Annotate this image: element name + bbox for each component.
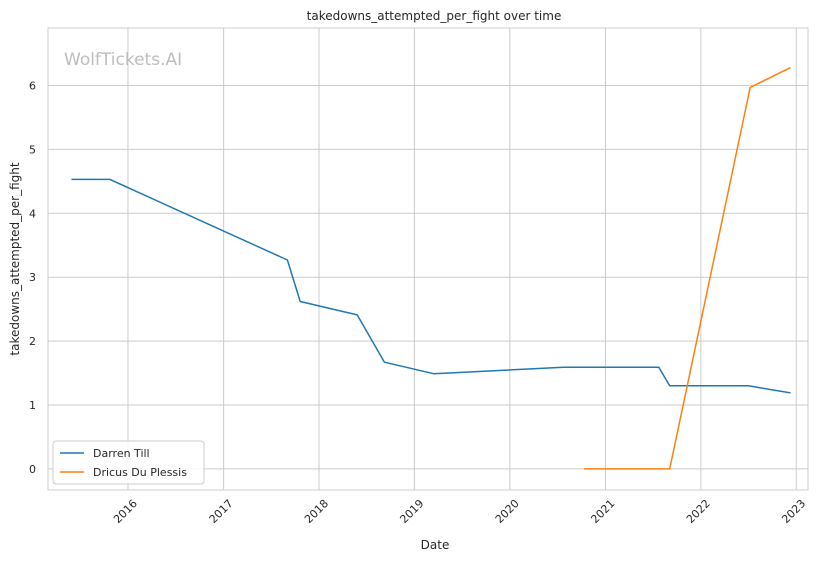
y-tick-label: 0 xyxy=(29,463,36,476)
y-tick-label: 4 xyxy=(29,207,36,220)
y-tick-label: 1 xyxy=(29,399,36,412)
grid-lines xyxy=(48,28,808,490)
y-ticks: 0 1 2 3 4 5 6 xyxy=(29,80,36,476)
y-tick-label: 6 xyxy=(29,80,36,93)
legend-box xyxy=(52,440,205,485)
x-tick-label: 2019 xyxy=(397,497,426,526)
x-axis-label: Date xyxy=(421,538,450,552)
plot-frame xyxy=(47,27,809,491)
chart-title: takedowns_attempted_per_fight over time xyxy=(307,9,562,23)
legend-label-dricus-du-plessis: Dricus Du Plessis xyxy=(93,466,187,479)
x-ticks: 2016 2017 2018 2019 2020 2021 2022 2023 xyxy=(111,497,808,526)
y-tick-label: 5 xyxy=(29,143,36,156)
legend: Darren Till Dricus Du Plessis xyxy=(52,440,205,485)
x-tick-label: 2017 xyxy=(207,497,236,526)
y-axis-label: takedowns_attempted_per_fight xyxy=(8,162,22,355)
x-tick-label: 2020 xyxy=(493,497,522,526)
x-tick-label: 2018 xyxy=(302,497,331,526)
series-line-dricus-du-plessis xyxy=(584,66,791,470)
x-tick-label: 2022 xyxy=(684,497,713,526)
y-tick-label: 2 xyxy=(29,335,36,348)
x-tick-label: 2016 xyxy=(111,497,140,526)
x-tick-label: 2021 xyxy=(588,497,617,526)
y-tick-label: 3 xyxy=(29,271,36,284)
x-tick-label: 2023 xyxy=(779,497,808,526)
series-line-darren-till xyxy=(71,178,791,394)
watermark-text: WolfTickets.AI xyxy=(64,50,182,70)
legend-label-darren-till: Darren Till xyxy=(93,447,150,460)
series-lines xyxy=(71,66,791,470)
